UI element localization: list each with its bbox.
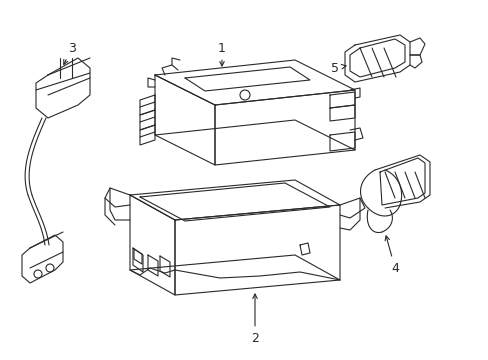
Text: 5: 5 — [330, 62, 346, 75]
Text: 1: 1 — [218, 41, 225, 66]
Text: 3: 3 — [63, 41, 76, 64]
Text: 4: 4 — [385, 236, 398, 275]
Text: 2: 2 — [250, 294, 259, 345]
